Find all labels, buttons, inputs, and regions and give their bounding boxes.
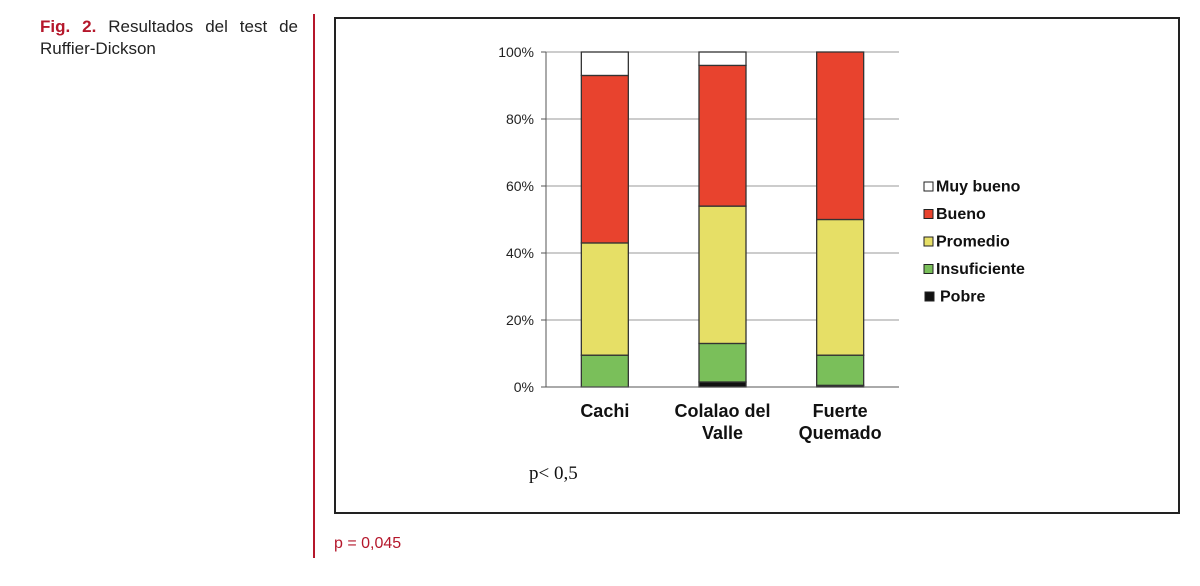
x-tick-label-line: Fuerte xyxy=(813,401,868,421)
bar-cachi-promedio xyxy=(580,242,629,356)
p-value-annotation: p< 0,5 xyxy=(529,463,578,484)
figure-caption: Fig. 2. Resultados del test de Ruffier-D… xyxy=(40,16,298,60)
y-tick-label-40: 40% xyxy=(506,245,534,261)
bar-cachi-muy-bueno xyxy=(580,51,629,77)
figure-label: Fig. 2. xyxy=(40,17,97,36)
x-tick-label-line: Cachi xyxy=(580,401,629,421)
legend-label-insuficiente: Insuficiente xyxy=(936,261,1025,278)
x-tick-label-line: Colalao del xyxy=(674,401,770,421)
legend-label-bueno: Bueno xyxy=(936,206,986,223)
y-tick-label-0: 0% xyxy=(514,379,534,395)
bar-colalao-del-valle-pobre xyxy=(698,381,747,388)
bar-colalao-del-valle-bueno xyxy=(698,64,747,207)
footnote: p = 0,045 xyxy=(334,535,402,552)
y-tick-label-100: 100% xyxy=(498,44,534,60)
bar-fuerte-quemado-bueno xyxy=(816,51,865,221)
bar-cachi-insuficiente xyxy=(580,354,629,388)
legend-label-promedio: Promedio xyxy=(936,234,1010,251)
legend-swatch-bueno xyxy=(923,209,934,219)
y-tick-label-20: 20% xyxy=(506,312,534,328)
legend-label-pobre: Pobre xyxy=(940,289,985,306)
legend-swatch-muy-bueno xyxy=(923,181,934,192)
legend-label-muy-bueno: Muy bueno xyxy=(936,179,1021,196)
x-tick-label-line: Valle xyxy=(702,423,743,443)
x-tick-label-cachi: Cachi xyxy=(580,401,629,421)
bars xyxy=(580,51,865,388)
stacked-bar-chart: 0% 20% 40% 60% 80% 100% Cachi Colalao del Valle F… xyxy=(498,44,1025,484)
legend-swatch-insuficiente xyxy=(923,264,934,274)
x-tick-label-colalao-del-valle: Colalao del Valle xyxy=(674,401,770,443)
x-tick-label-line: Quemado xyxy=(799,423,882,443)
legend-swatch-promedio xyxy=(923,236,934,247)
chart-frame: 0% 20% 40% 60% 80% 100% Cachi Colalao del Valle F… xyxy=(334,17,1180,514)
y-tick-label-60: 60% xyxy=(506,178,534,194)
legend: Muy bueno Bueno Promedio Insuficiente Pobre xyxy=(923,179,1025,306)
bar-fuerte-quemado-promedio xyxy=(816,218,865,356)
y-tick-label-80: 80% xyxy=(506,111,534,127)
vertical-rule xyxy=(313,14,315,558)
bar-cachi-bueno xyxy=(580,74,629,244)
legend-swatch-pobre xyxy=(924,291,935,302)
bar-colalao-del-valle-promedio xyxy=(698,205,747,345)
figure-caption-text: Resultados del test de Ruffier-Dickson xyxy=(40,17,299,58)
tick-labels: 0% 20% 40% 60% 80% 100% Cachi Colalao del Valle F… xyxy=(498,44,881,443)
x-tick-label-fuerte-quemado: Fuerte Quemado xyxy=(799,401,882,443)
axes xyxy=(541,51,899,388)
bar-colalao-del-valle-insuficiente xyxy=(698,342,747,383)
bar-fuerte-quemado-insuficiente xyxy=(816,354,865,386)
bar-colalao-del-valle-muy-bueno xyxy=(698,51,747,67)
